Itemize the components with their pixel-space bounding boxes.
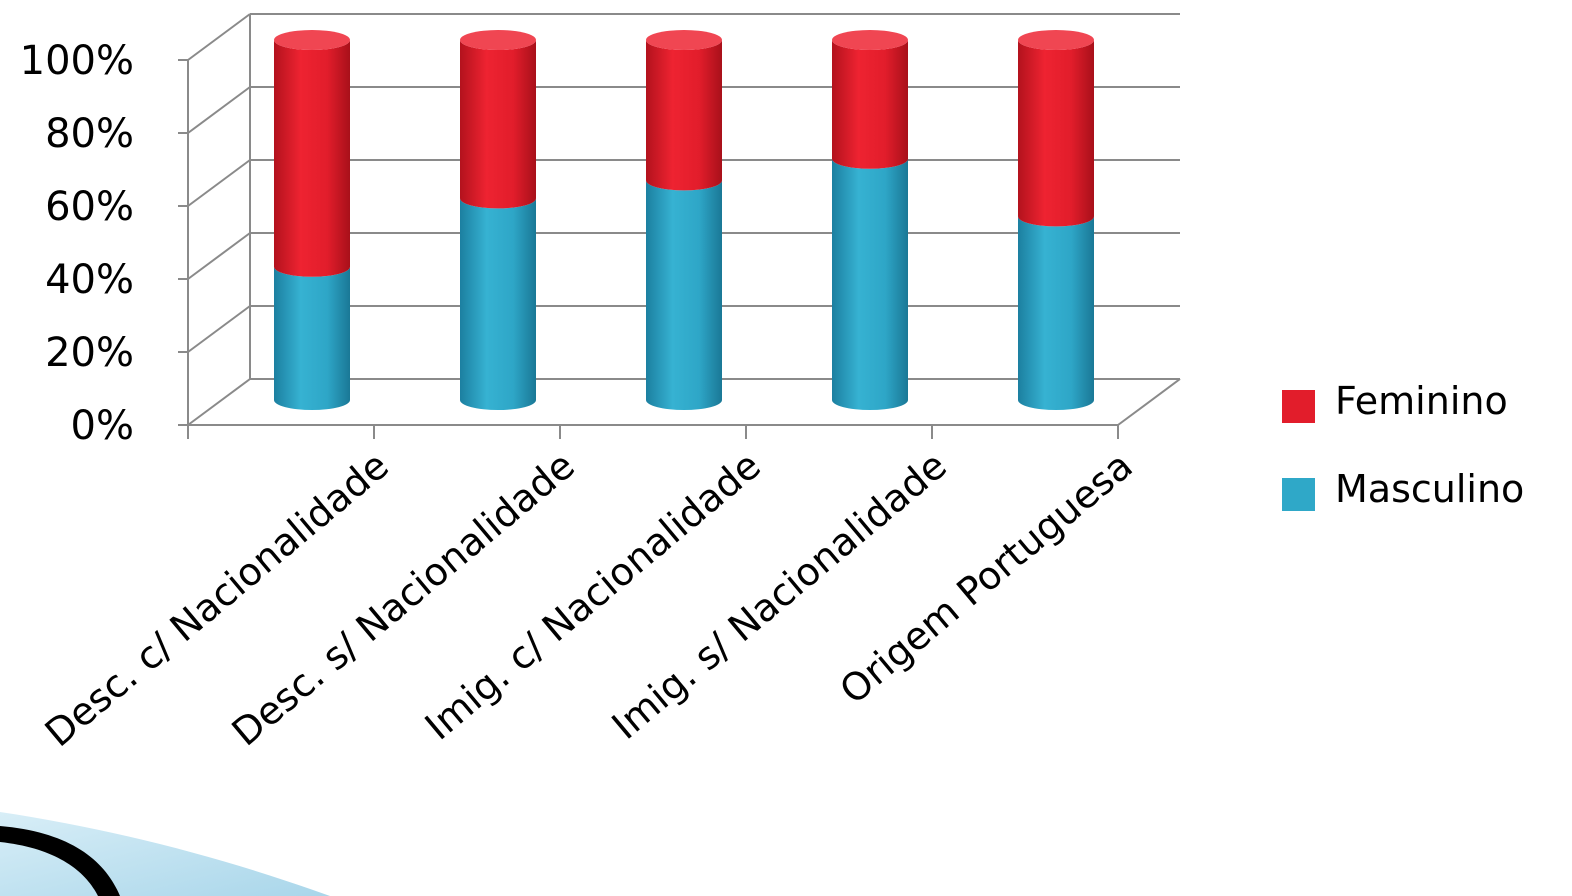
bar-segment-masculino bbox=[460, 198, 536, 410]
bar-top-cap bbox=[274, 30, 350, 50]
bar-segment-feminino bbox=[1018, 40, 1094, 227]
corner-decoration bbox=[0, 812, 330, 896]
legend-swatch-masculino bbox=[1282, 478, 1315, 511]
bar-group bbox=[646, 30, 722, 410]
bar-top-cap bbox=[646, 30, 722, 50]
bar-segment-masculino bbox=[274, 266, 350, 410]
y-tick-label: 0% bbox=[71, 403, 134, 449]
bar-top-cap bbox=[832, 30, 908, 50]
x-category-label: Imig. s/ Nacionalidade bbox=[604, 443, 955, 748]
y-tick-label: 100% bbox=[20, 38, 134, 84]
gridline-side bbox=[187, 305, 251, 353]
bar-top-cap bbox=[460, 30, 536, 50]
bar-group bbox=[274, 30, 350, 410]
bar-segment-masculino bbox=[1018, 216, 1094, 410]
bar-top-cap bbox=[1018, 30, 1094, 50]
gridline-side bbox=[187, 232, 251, 280]
bar-segment-masculino bbox=[646, 180, 722, 410]
bar-segment-feminino bbox=[460, 40, 536, 209]
bar-group bbox=[832, 30, 908, 410]
y-tick-label: 20% bbox=[45, 330, 134, 376]
y-tick-label: 60% bbox=[45, 184, 134, 230]
bar-segment-feminino bbox=[832, 40, 908, 169]
corner-decoration-stroke bbox=[0, 826, 120, 896]
bar-segment-feminino bbox=[646, 40, 722, 191]
gridline-side bbox=[187, 159, 251, 207]
x-category-label: Desc. s/ Nacionalidade bbox=[224, 443, 583, 754]
bar-segment-feminino bbox=[274, 40, 350, 277]
x-category-label: Desc. c/ Nacionalidade bbox=[37, 443, 397, 755]
legend: Feminino Masculino bbox=[1282, 379, 1524, 511]
gridline-side bbox=[187, 86, 251, 134]
bar-segment-masculino bbox=[832, 158, 908, 410]
y-tick-label: 40% bbox=[45, 257, 134, 303]
bars bbox=[274, 30, 1094, 410]
legend-label-feminino: Feminino bbox=[1335, 379, 1508, 423]
bar-group bbox=[460, 30, 536, 410]
bar-group bbox=[1018, 30, 1094, 410]
gridline-side bbox=[187, 378, 251, 426]
legend-swatch-feminino bbox=[1282, 390, 1315, 423]
legend-label-masculino: Masculino bbox=[1335, 467, 1524, 511]
x-category-label: Imig. c/ Nacionalidade bbox=[417, 443, 769, 748]
y-tick-labels: 0% 20% 40% 60% 80% 100% bbox=[20, 38, 134, 449]
y-tick-label: 80% bbox=[45, 111, 134, 157]
gridline-side bbox=[187, 13, 251, 61]
axes bbox=[178, 59, 1119, 439]
floor-right-edge bbox=[1117, 378, 1181, 426]
corner-decoration-shape bbox=[0, 812, 330, 896]
